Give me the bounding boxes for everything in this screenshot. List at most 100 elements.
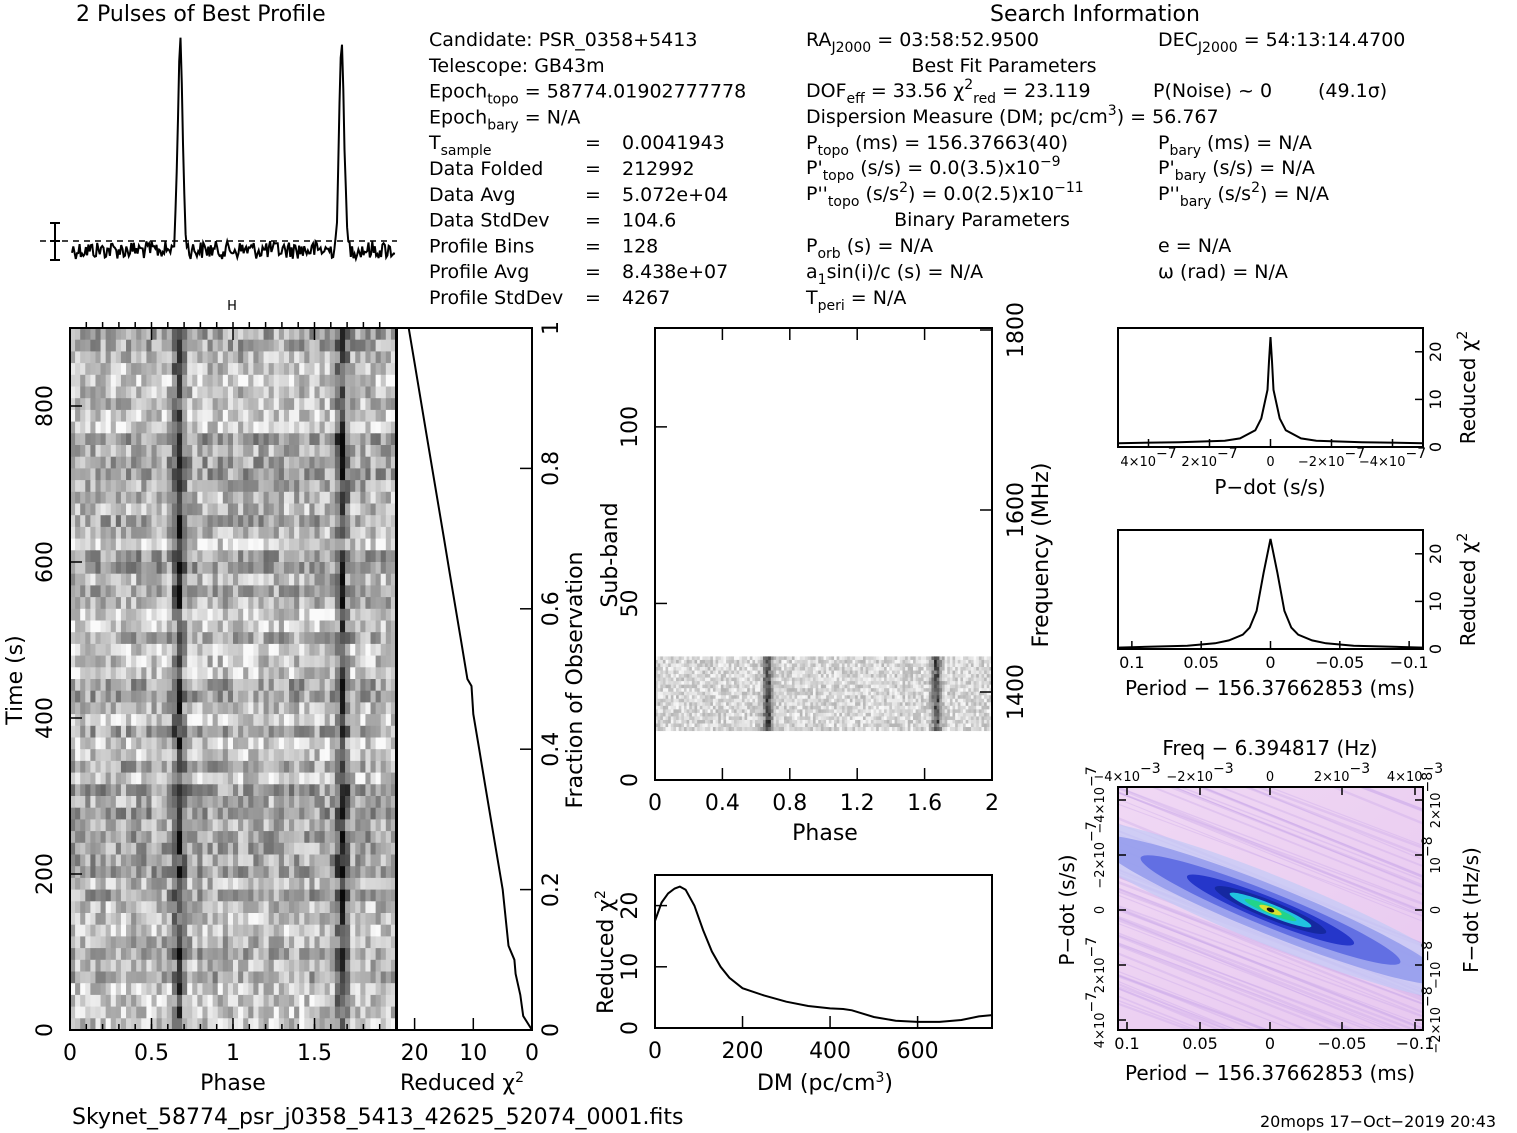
time-phase-cell bbox=[151, 877, 158, 891]
time-phase-cell bbox=[248, 924, 254, 937]
time-phase-cell bbox=[161, 328, 168, 341]
time-phase-cell bbox=[258, 550, 265, 563]
time-phase-cell bbox=[187, 994, 193, 1008]
time-phase-cell bbox=[304, 351, 310, 364]
time-phase-cell bbox=[355, 351, 361, 364]
time-phase-cell bbox=[171, 1006, 178, 1019]
subband-cell bbox=[810, 663, 814, 668]
time-phase-cell bbox=[380, 714, 387, 727]
time-phase-cell bbox=[253, 877, 260, 891]
time-phase-cell bbox=[329, 643, 336, 657]
time-phase-cell bbox=[365, 854, 372, 867]
time-phase-cell bbox=[151, 913, 158, 926]
time-phase-cell bbox=[324, 386, 331, 399]
time-phase-cell bbox=[248, 760, 254, 774]
time-phase-cell bbox=[324, 959, 331, 973]
time-phase-cell bbox=[273, 608, 280, 622]
time-phase-cell bbox=[345, 374, 351, 388]
time-phase-cell bbox=[273, 854, 280, 867]
time-phase-cell bbox=[110, 679, 117, 692]
time-phase-cell bbox=[161, 959, 168, 973]
time-phase-cell bbox=[355, 526, 361, 540]
time-phase-cell bbox=[70, 515, 76, 528]
time-phase-cell bbox=[329, 725, 336, 739]
time-phase-cell bbox=[227, 959, 234, 973]
time-phase-cell bbox=[339, 819, 346, 832]
time-phase-cell bbox=[131, 550, 137, 563]
time-phase-cell bbox=[309, 1018, 316, 1031]
time-phase-cell bbox=[197, 398, 204, 411]
time-phase-cell bbox=[299, 690, 305, 703]
subband-cell bbox=[839, 659, 843, 664]
time-phase-cell bbox=[263, 526, 270, 540]
time-phase-cell bbox=[314, 433, 321, 446]
time-phase-cell bbox=[248, 913, 254, 926]
time-phase-cell bbox=[360, 538, 367, 551]
time-phase-cell bbox=[115, 749, 122, 762]
time-phase-cell bbox=[263, 620, 270, 633]
time-phase-cell bbox=[370, 433, 377, 446]
time-phase-cell bbox=[339, 737, 346, 750]
subband-cell bbox=[891, 674, 896, 679]
time-phase-cell bbox=[324, 526, 331, 540]
time-phase-cell bbox=[197, 819, 204, 832]
time-phase-cell bbox=[227, 550, 234, 563]
time-phase-cell bbox=[166, 643, 173, 657]
subband-cell bbox=[826, 667, 830, 672]
time-phase-cell bbox=[248, 328, 254, 341]
time-phase-cell bbox=[350, 468, 356, 481]
time-phase-cell bbox=[217, 983, 224, 996]
time-phase-cell bbox=[365, 901, 372, 914]
time-phase-cell bbox=[75, 679, 81, 692]
time-phase-cell bbox=[80, 901, 86, 914]
subband-cell bbox=[773, 674, 777, 679]
time-phase-cell bbox=[217, 924, 224, 937]
time-phase-cell bbox=[110, 445, 117, 458]
subband-cell bbox=[931, 670, 935, 675]
time-phase-cell bbox=[360, 725, 367, 739]
subband-cell bbox=[870, 667, 875, 672]
chi2-time-ytick-label: 0.8 bbox=[539, 451, 564, 486]
time-phase-cell bbox=[126, 456, 132, 469]
time-phase-cell bbox=[263, 877, 270, 891]
time-phase-cell bbox=[90, 620, 97, 633]
time-phase-cell bbox=[161, 374, 168, 388]
time-phase-cell bbox=[273, 374, 280, 388]
pulse-profile-plot bbox=[40, 37, 397, 263]
time-phase-cell bbox=[289, 480, 295, 493]
time-phase-cell bbox=[126, 749, 132, 762]
time-phase-cell bbox=[131, 831, 137, 844]
time-phase-cell bbox=[319, 632, 326, 645]
time-phase-cell bbox=[248, 339, 254, 352]
time-phase-cell bbox=[294, 842, 300, 856]
subband-cell bbox=[720, 667, 724, 672]
time-phase-cell bbox=[176, 714, 183, 727]
time-phase-cell bbox=[319, 328, 326, 341]
time-phase-cell bbox=[248, 959, 254, 973]
subband-cell bbox=[710, 667, 714, 672]
time-phase-cell bbox=[217, 760, 224, 774]
time-phase-cell bbox=[85, 877, 91, 891]
time-phase-cell bbox=[182, 328, 188, 341]
time-phase-cell bbox=[146, 421, 153, 434]
time-phase-cell bbox=[339, 948, 346, 961]
time-phase-cell bbox=[365, 725, 372, 739]
time-phase-cell bbox=[390, 655, 397, 668]
time-phase-cell bbox=[294, 983, 300, 996]
time-phase-cell bbox=[289, 398, 295, 411]
time-phase-cell bbox=[365, 538, 372, 551]
time-phase-cell bbox=[289, 714, 295, 727]
time-phase-cell bbox=[253, 351, 260, 364]
time-phase-cell bbox=[166, 737, 173, 750]
subband-cell bbox=[852, 670, 856, 675]
time-phase-cell bbox=[370, 445, 377, 458]
time-phase-cell bbox=[365, 562, 372, 575]
time-phase-cell bbox=[278, 374, 285, 388]
time-phase-cell bbox=[375, 386, 382, 399]
time-phase-cell bbox=[126, 550, 132, 563]
time-phase-cell bbox=[192, 386, 198, 399]
time-phase-cell bbox=[289, 877, 295, 891]
subband-cell bbox=[807, 667, 811, 672]
time-phase-cell bbox=[248, 737, 254, 750]
